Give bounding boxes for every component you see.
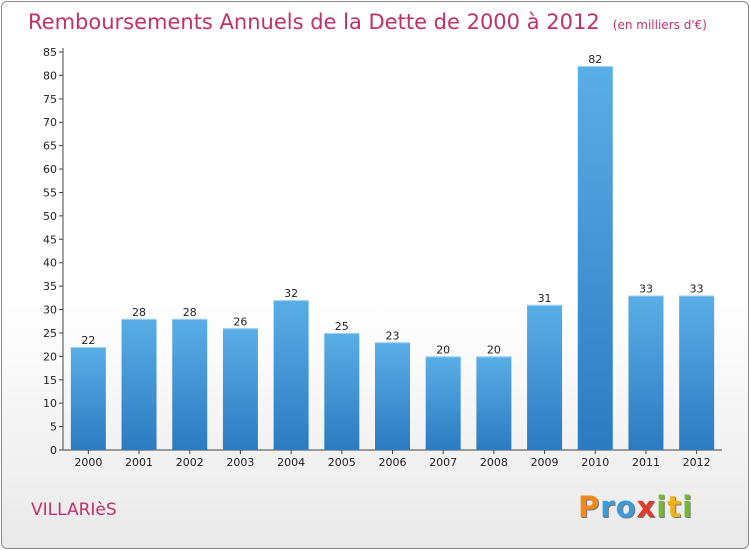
logo-letter: o (615, 490, 637, 524)
x-tick-label: 2005 (328, 456, 356, 469)
y-tick-label: 45 (43, 233, 57, 246)
bar (375, 342, 410, 450)
bar-value-label: 28 (132, 306, 146, 319)
x-tick-label: 2012 (683, 456, 711, 469)
y-tick-label: 30 (43, 304, 57, 317)
bar (121, 318, 157, 450)
axes: 0 5 10 15 20 25 30 35 40 45 50 55 60 65 70 75 80 85 (43, 46, 722, 457)
bar (628, 295, 664, 450)
bar-value-label: 20 (436, 343, 450, 356)
y-tick-label: 50 (43, 210, 57, 223)
y-tick-label: 70 (43, 116, 57, 129)
x-tick-label: 2006 (379, 456, 407, 469)
bar (476, 356, 512, 450)
bar (527, 304, 563, 450)
bar (425, 356, 461, 450)
bar-value-label: 32 (284, 287, 298, 300)
bar (324, 332, 360, 450)
bar-value-label: 22 (81, 334, 95, 347)
y-tick-label: 80 (43, 69, 57, 82)
y-tick-label: 5 (50, 421, 57, 434)
x-tick-label: 2002 (176, 456, 204, 469)
labels: 22 2000 28 2001 28 2002 26 2003 32 2004 25 2005 23 20… (74, 53, 710, 469)
y-tick-label: 40 (43, 257, 57, 270)
logo-letter: P (578, 490, 601, 524)
logo-letter: x (636, 490, 657, 524)
x-tick-label: 2009 (531, 456, 559, 469)
x-tick-label: 2003 (226, 456, 254, 469)
y-tick-label: 75 (43, 93, 57, 106)
y-tick-label: 10 (43, 397, 57, 410)
logo-letter: i (682, 490, 694, 524)
logo-letter: t (667, 490, 683, 524)
bar-value-label: 33 (639, 282, 653, 295)
x-tick-label: 2000 (74, 456, 102, 469)
bar-value-label: 31 (538, 292, 552, 305)
y-tick-label: 35 (43, 280, 57, 293)
bar-value-label: 25 (335, 320, 349, 333)
x-tick-label: 2008 (480, 456, 508, 469)
y-tick-label: 60 (43, 163, 57, 176)
unit-note: (en milliers d'€) (612, 18, 707, 32)
x-tick-label: 2001 (125, 456, 153, 469)
bar-value-label: 28 (183, 306, 197, 319)
y-tick-label: 55 (43, 186, 57, 199)
bar (679, 295, 715, 450)
y-tick-label: 85 (43, 46, 57, 59)
x-tick-label: 2004 (277, 456, 305, 469)
bars (70, 66, 715, 450)
proxiti-logo: Proxiti (578, 490, 693, 524)
y-tick-label: 15 (43, 374, 57, 387)
chart-title: Remboursements Annuels de la Dette de 20… (28, 10, 600, 34)
bar-value-label: 20 (487, 343, 501, 356)
bar (70, 346, 106, 450)
logo-letter: r (600, 490, 616, 524)
bar (273, 300, 309, 450)
bar-value-label: 33 (690, 282, 704, 295)
bar-value-label: 26 (233, 315, 247, 328)
y-tick-label: 20 (43, 350, 57, 363)
bar-value-label: 82 (588, 53, 602, 66)
bar (222, 328, 258, 450)
x-tick-label: 2007 (429, 456, 457, 469)
y-tick-label: 65 (43, 140, 57, 153)
y-tick-label: 25 (43, 327, 57, 340)
bar (577, 66, 613, 450)
x-tick-label: 2010 (581, 456, 609, 469)
logo-letter: i (656, 490, 668, 524)
chart-title-row: Remboursements Annuels de la Dette de 20… (28, 10, 707, 34)
bar-value-label: 23 (386, 329, 400, 342)
y-tick-label: 0 (50, 444, 57, 457)
commune-name: VILLARIèS (31, 500, 117, 520)
bar (172, 318, 208, 450)
x-tick-label: 2011 (632, 456, 660, 469)
